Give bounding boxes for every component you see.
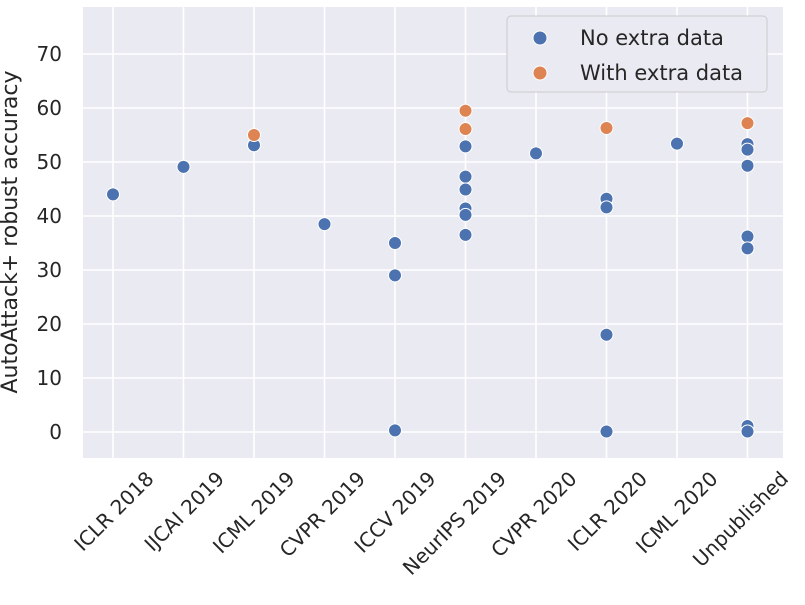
data-point-no-extra-data: [740, 424, 755, 439]
data-point-no-extra-data: [740, 158, 755, 173]
data-point-no-extra-data: [176, 159, 191, 174]
data-point-no-extra-data: [599, 327, 614, 342]
y-tick-label: 10: [37, 366, 62, 390]
y-tick-label: 50: [37, 150, 62, 174]
y-tick-label: 30: [37, 258, 62, 282]
y-tick-label: 0: [49, 420, 62, 444]
legend: No extra data With extra data: [506, 15, 768, 93]
data-point-with-extra-data: [247, 128, 261, 142]
y-tick-label: 20: [37, 312, 62, 336]
data-point-with-extra-data: [599, 120, 614, 135]
data-point-no-extra-data: [388, 423, 402, 438]
data-point-no-extra-data: [529, 146, 543, 161]
data-point-no-extra-data: [458, 207, 473, 222]
data-point-no-extra-data: [458, 169, 473, 184]
y-tick-label: 70: [37, 42, 62, 66]
legend-marker-no-extra-data: [532, 30, 548, 46]
data-point-no-extra-data: [106, 187, 120, 202]
data-point-no-extra-data: [740, 229, 755, 244]
data-point-no-extra-data: [599, 200, 614, 215]
data-point-with-extra-data: [458, 103, 473, 118]
grid-lines: [83, 7, 783, 458]
legend-label-with-extra-data: With extra data: [580, 61, 743, 85]
data-point-no-extra-data: [670, 136, 684, 151]
legend-marker-with-extra-data: [532, 65, 548, 81]
data-point-no-extra-data: [317, 217, 332, 232]
data-point-no-extra-data: [458, 227, 473, 242]
legend-label-no-extra-data: No extra data: [580, 26, 724, 50]
data-point-no-extra-data: [740, 142, 755, 157]
data-points: [106, 103, 755, 439]
data-point-no-extra-data: [388, 268, 402, 283]
y-tick-label: 40: [37, 204, 62, 228]
data-point-with-extra-data: [458, 122, 473, 137]
data-point-no-extra-data: [388, 236, 402, 250]
legend-box: [506, 15, 768, 93]
y-tick-label: 60: [37, 96, 62, 120]
data-point-no-extra-data: [599, 424, 614, 439]
data-point-no-extra-data: [458, 139, 473, 154]
data-point-with-extra-data: [740, 116, 755, 131]
y-tick-labels: 0 10 20 30 40 50 60 70: [37, 42, 62, 444]
data-point-no-extra-data: [740, 241, 755, 256]
data-point-no-extra-data: [458, 182, 473, 197]
y-axis-label: AutoAttack+ robust accuracy: [0, 70, 23, 393]
